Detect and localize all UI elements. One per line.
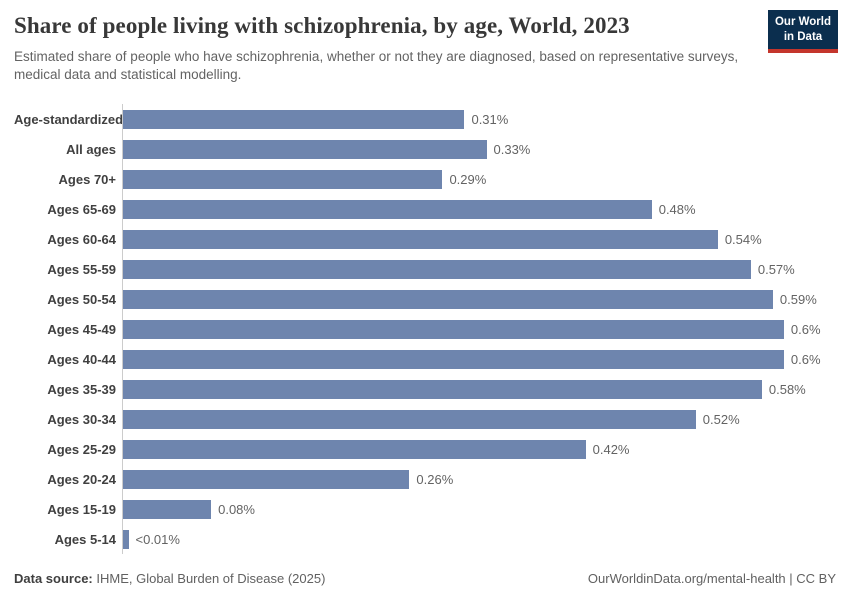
owid-logo-line1: Our World — [774, 15, 831, 28]
chart-row: Ages 50-54 0.59% — [14, 284, 850, 314]
citation: OurWorldinData.org/mental-health | CC BY — [587, 571, 836, 586]
bar — [123, 499, 212, 519]
category-label: Age-standardized — [14, 111, 124, 127]
chart-row: Ages 60-64 0.54% — [14, 224, 850, 254]
data-source: Data source: IHME, Global Burden of Dise… — [14, 571, 325, 586]
chart-row: Ages 25-29 0.42% — [14, 434, 850, 464]
footer: Data source: IHME, Global Burden of Dise… — [14, 571, 836, 586]
category-label: Ages 20-24 — [47, 471, 116, 487]
category-label: Ages 55-59 — [47, 261, 116, 277]
bar — [123, 259, 751, 279]
value-label: 0.08% — [218, 501, 255, 517]
chart-row: Ages 55-59 0.57% — [14, 254, 850, 284]
value-label: 0.33% — [493, 141, 531, 157]
bar — [123, 409, 696, 429]
category-label: Ages 70+ — [58, 171, 116, 187]
chart-row: Ages 65-69 0.48% — [14, 194, 850, 224]
value-label: 0.6% — [790, 351, 821, 367]
bar-track: 0.29% — [122, 164, 850, 194]
chart-row: All ages 0.33% — [14, 134, 850, 164]
chart-row: Ages 15-19 0.08% — [14, 494, 850, 524]
bar — [123, 349, 784, 369]
category-label: Ages 5-14 — [54, 531, 116, 547]
value-label: 0.58% — [768, 381, 806, 397]
bar — [123, 319, 784, 339]
category-label: Ages 60-64 — [47, 231, 116, 247]
bar — [123, 139, 487, 159]
data-source-label: Data source: — [14, 571, 93, 586]
category-label: Ages 35-39 — [47, 381, 116, 397]
bar-track: 0.26% — [122, 464, 850, 494]
header: Share of people living with schizophreni… — [14, 12, 750, 85]
chart-row: Ages 30-34 0.52% — [14, 404, 850, 434]
bar — [123, 109, 465, 129]
value-label: 0.54% — [724, 231, 762, 247]
value-label: 0.59% — [779, 291, 817, 307]
owid-logo: Our World in Data — [768, 10, 838, 53]
category-label: Ages 45-49 — [47, 321, 116, 337]
category-label: Ages 30-34 — [47, 411, 116, 427]
bar — [123, 469, 410, 489]
bar — [123, 229, 718, 249]
value-label: <0.01% — [135, 531, 180, 547]
bar-track: 0.48% — [122, 194, 850, 224]
bar-track: 0.42% — [122, 434, 850, 464]
owid-logo-line2: in Data — [783, 30, 823, 43]
chart-row: Ages 35-39 0.58% — [14, 374, 850, 404]
category-label: Ages 40-44 — [47, 351, 116, 367]
chart-row: Ages 70+ 0.29% — [14, 164, 850, 194]
chart-row: Age-standardized 0.31% — [14, 104, 850, 134]
value-label: 0.52% — [702, 411, 740, 427]
bar — [123, 199, 652, 219]
chart-row: Ages 5-14 <0.01% — [14, 524, 850, 554]
bar-track: 0.58% — [122, 374, 850, 404]
bar — [123, 439, 586, 459]
value-label: 0.48% — [658, 201, 696, 217]
bar-track: 0.59% — [122, 284, 850, 314]
chart-row: Ages 40-44 0.6% — [14, 344, 850, 374]
bar-track: <0.01% — [122, 524, 850, 554]
value-label: 0.29% — [449, 171, 487, 187]
category-label: All ages — [66, 141, 116, 157]
bar-track: 0.08% — [122, 494, 850, 524]
value-label: 0.26% — [416, 471, 454, 487]
data-source-text: IHME, Global Burden of Disease (2025) — [92, 571, 326, 586]
bar-track: 0.54% — [122, 224, 850, 254]
bar-track: 0.33% — [122, 134, 850, 164]
chart-row: Ages 20-24 0.26% — [14, 464, 850, 494]
bar — [123, 379, 762, 399]
bar-chart: Age-standardized 0.31% All ages 0.33% Ages 7… — [14, 104, 850, 554]
category-label: Ages 65-69 — [47, 201, 116, 217]
category-label: Ages 15-19 — [47, 501, 116, 517]
bar-track: 0.31% — [122, 104, 850, 134]
bar-track: 0.57% — [122, 254, 850, 284]
bar — [123, 169, 443, 189]
page-title: Share of people living with schizophreni… — [14, 13, 630, 38]
value-label: 0.6% — [790, 321, 821, 337]
value-label: 0.57% — [757, 261, 795, 277]
category-label: Ages 25-29 — [47, 441, 116, 457]
page-subtitle: Estimated share of people who have schiz… — [14, 48, 739, 83]
bar-track: 0.6% — [122, 314, 850, 344]
chart-row: Ages 45-49 0.6% — [14, 314, 850, 344]
value-label: 0.31% — [471, 111, 509, 127]
bar-track: 0.6% — [122, 344, 850, 374]
bar — [123, 529, 129, 549]
bar — [123, 289, 773, 309]
category-label: Ages 50-54 — [47, 291, 116, 307]
value-label: 0.42% — [592, 441, 630, 457]
bar-track: 0.52% — [122, 404, 850, 434]
